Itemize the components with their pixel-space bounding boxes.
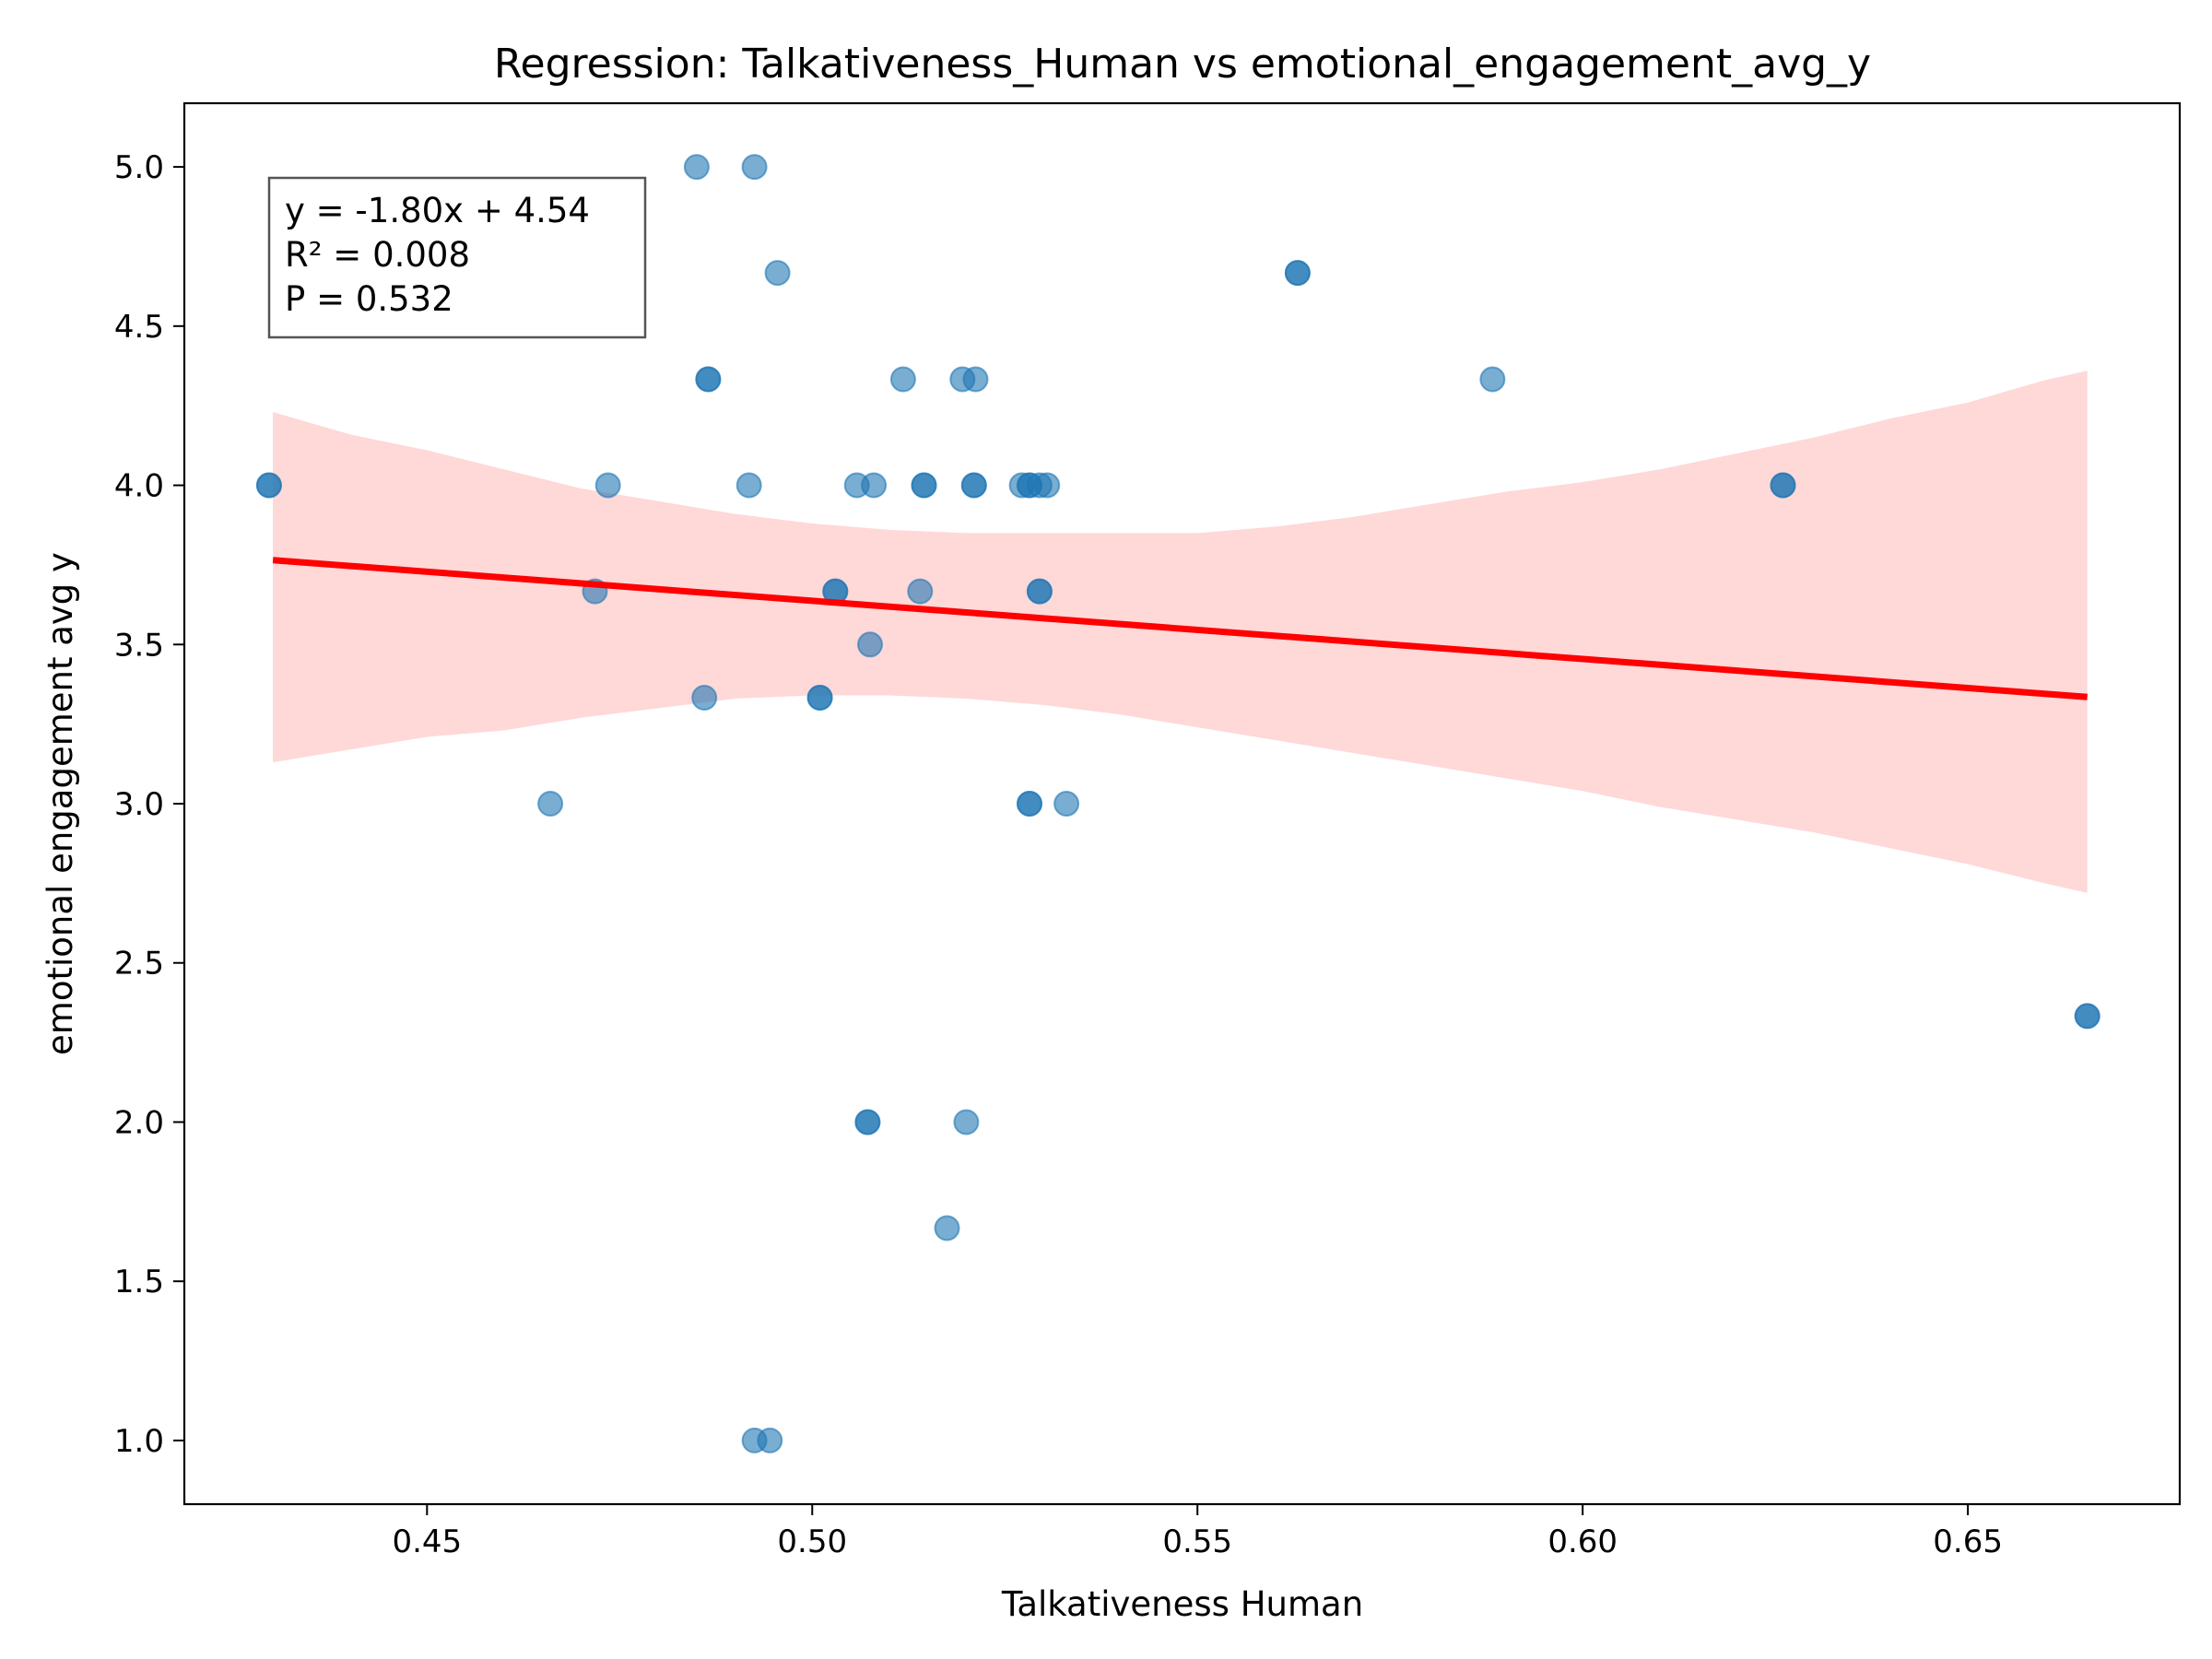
y-tick-label: 4.5 (114, 309, 164, 346)
scatter-point (1284, 260, 1311, 287)
x-tick-label: 0.50 (777, 1524, 847, 1560)
scatter-point (953, 1109, 980, 1135)
scatter-point (735, 472, 762, 499)
scatter-point (934, 1215, 960, 1241)
x-tick-label: 0.45 (392, 1524, 462, 1560)
y-tick-label: 2.5 (114, 946, 164, 982)
stats-box-border (267, 176, 647, 339)
scatter-point (960, 472, 987, 499)
x-tick-label: 0.65 (1933, 1524, 2003, 1560)
y-tick-label: 1.5 (114, 1264, 164, 1300)
scatter-point (1017, 791, 1042, 817)
plot-area (255, 154, 2100, 1453)
scatter-point (691, 685, 718, 711)
scatter-point (907, 578, 934, 605)
y-tick-label: 1.0 (114, 1423, 164, 1460)
equation-text: y = -1.80x + 4.54 (285, 191, 590, 230)
scatter-point (683, 154, 710, 181)
scatter-point (741, 154, 768, 181)
scatter-point (1479, 366, 1506, 393)
scatter-point (911, 472, 937, 499)
chart-title: Regression: Talkativeness_Human vs emoti… (494, 41, 1871, 88)
scatter-point (537, 791, 564, 817)
scatter-point (594, 472, 621, 499)
scatter-point (764, 260, 791, 287)
y-tick-label: 2.0 (114, 1104, 164, 1141)
scatter-points-layer (255, 154, 2100, 1453)
scatter-point (1053, 791, 1080, 817)
regression-line (272, 557, 2088, 700)
scatter-point (962, 366, 989, 393)
scatter-point (854, 1109, 881, 1135)
scatter-point (889, 366, 916, 393)
y-axis-ticks: 1.0 1.5 2.0 2.5 3.0 3.5 4.0 4.5 5.0 (114, 149, 184, 1460)
scatter-point (2074, 1003, 2100, 1030)
x-tick-label: 0.60 (1547, 1524, 1618, 1560)
scatter-point (1026, 578, 1053, 605)
scatter-point (255, 472, 282, 499)
y-tick-label: 5.0 (114, 149, 164, 186)
scatter-point (1034, 472, 1061, 499)
y-axis-label: emotional engagement avg y (41, 552, 80, 1055)
scatter-point (1770, 472, 1796, 499)
p-value-text: P = 0.532 (285, 279, 453, 319)
r-squared-text: R² = 0.008 (285, 235, 470, 275)
x-axis-ticks: 0.45 0.50 0.55 0.60 0.65 (392, 1504, 2003, 1560)
scatter-point (695, 366, 722, 393)
y-tick-label: 4.0 (114, 468, 164, 505)
y-tick-label: 3.0 (114, 786, 164, 823)
scatter-point (757, 1427, 783, 1453)
y-tick-label: 3.5 (114, 627, 164, 664)
x-tick-label: 0.55 (1162, 1524, 1232, 1560)
regression-stats-box: y = -1.80x + 4.54 R² = 0.008 P = 0.532 (267, 176, 647, 339)
scatter-point (857, 631, 883, 658)
scatter-point (806, 685, 833, 711)
x-axis-label: Talkativeness Human (1001, 1584, 1363, 1624)
scatter-point (861, 472, 888, 499)
regression-line-layer (272, 557, 2088, 700)
